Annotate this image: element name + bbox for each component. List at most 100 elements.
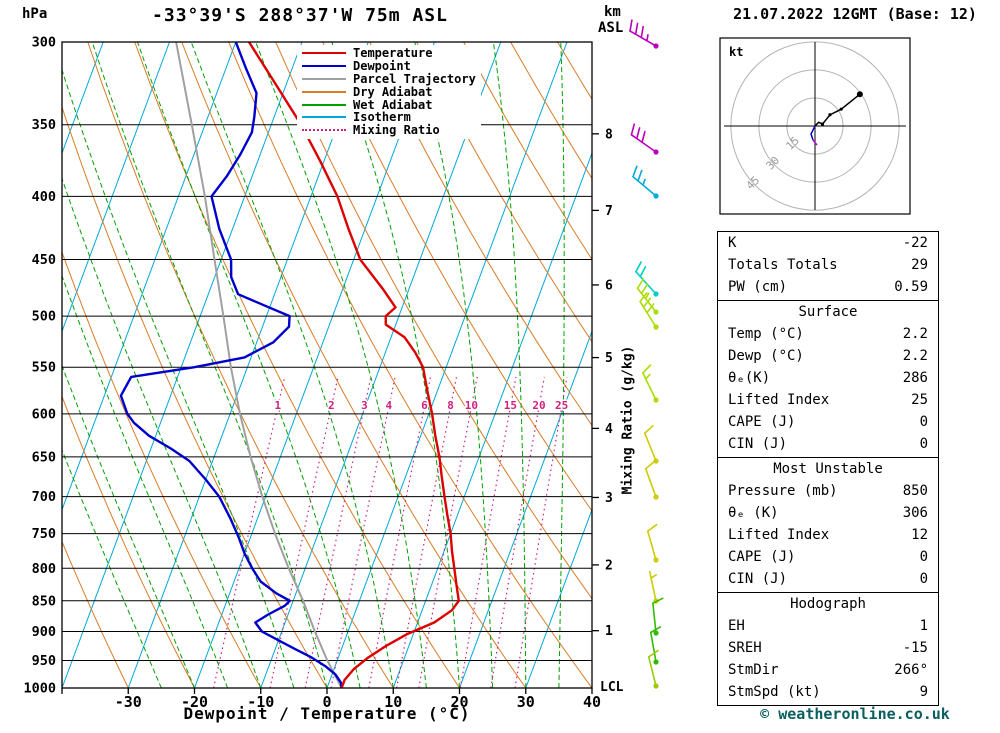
stats-section-title: Surface bbox=[798, 304, 858, 320]
x-axis-title: Dewpoint / Temperature (°C) bbox=[183, 704, 471, 723]
km-tick-label: 2 bbox=[605, 558, 613, 573]
dry-adiabat-line bbox=[62, 395, 195, 688]
legend-label: Dewpoint bbox=[353, 59, 411, 74]
legend-item: Temperature bbox=[302, 46, 476, 61]
stats-row-label: Lifted Index bbox=[728, 527, 830, 543]
legend-label: Temperature bbox=[353, 46, 433, 61]
stats-section-title: Hodograph bbox=[790, 596, 866, 612]
km-tick-label: 6 bbox=[605, 278, 613, 293]
stats-row: Lifted Index 25 bbox=[718, 389, 938, 411]
temp-tick-label: 20 bbox=[450, 693, 468, 711]
stats-row: PW (cm) 0.59 bbox=[718, 276, 938, 298]
pressure-tick-label: 1000 bbox=[23, 681, 56, 697]
stats-row-label: Pressure (mb) bbox=[728, 483, 838, 499]
mixing-ratio-line bbox=[418, 376, 478, 688]
wind-barb bbox=[649, 626, 662, 665]
temp-tick-label: -20 bbox=[181, 693, 208, 711]
temp-tick-label: -30 bbox=[115, 693, 142, 711]
temp-tick-label: -10 bbox=[247, 693, 274, 711]
lcl-label: LCL bbox=[600, 680, 624, 695]
stats-row: K -22 bbox=[718, 232, 938, 254]
pressure-tick-label: 400 bbox=[32, 189, 56, 205]
isotherm-line bbox=[260, 42, 502, 688]
dry-adiabat-line bbox=[181, 42, 527, 688]
legend-item: Dewpoint bbox=[302, 59, 476, 74]
wind-barb bbox=[647, 649, 659, 689]
dry-adiabat-line bbox=[416, 42, 592, 343]
hodograph-storm-dot bbox=[856, 91, 863, 98]
stats-row-value: 2.2 bbox=[902, 326, 928, 342]
wind-barb bbox=[629, 19, 659, 49]
dewpoint-curve bbox=[119, 42, 343, 688]
mixing-ratio-value-label: 3 bbox=[361, 399, 368, 412]
pressure-tick-label: 550 bbox=[32, 360, 56, 376]
stats-row: StmDir 266° bbox=[718, 659, 938, 681]
stats-row: Totals Totals 29 bbox=[718, 254, 938, 276]
stats-row-label: θₑ (K) bbox=[728, 505, 779, 521]
stats-row: CAPE (J) 0 bbox=[718, 411, 938, 433]
wind-barb bbox=[632, 165, 659, 199]
stats-row: CIN (J) 0 bbox=[718, 568, 938, 590]
stats-row: CAPE (J) 0 bbox=[718, 546, 938, 568]
km-tick-label: 3 bbox=[605, 491, 613, 506]
stats-row: SREH -15 bbox=[718, 637, 938, 659]
legend-swatch bbox=[302, 65, 346, 68]
mixing-ratio-value-label: 25 bbox=[555, 399, 568, 412]
mixing-ratio-value-label: 10 bbox=[465, 399, 478, 412]
mixing-ratio-value-label: 4 bbox=[386, 399, 393, 412]
isotherm-line bbox=[326, 42, 568, 688]
legend-item: Parcel Trajectory bbox=[302, 72, 476, 86]
hodograph-aux-segment bbox=[810, 125, 816, 141]
pressure-tick-label: 900 bbox=[32, 624, 56, 640]
stats-row-value: 266° bbox=[894, 662, 928, 678]
stats-table: K -22 Totals Totals 29 PW (cm) 0.59 Surface Tem… bbox=[717, 231, 939, 706]
legend-swatch bbox=[302, 52, 346, 55]
isotherm-line bbox=[194, 42, 435, 688]
mixing-ratio-line bbox=[459, 376, 517, 688]
isotherm-line bbox=[62, 42, 303, 688]
stats-row-value: 25 bbox=[911, 392, 928, 408]
pressure-tick-label: 300 bbox=[32, 35, 56, 51]
legend-item: Wet Adiabat bbox=[302, 98, 476, 112]
temp-tick-label: 0 bbox=[322, 693, 331, 711]
stats-row: EH 1 bbox=[718, 615, 938, 637]
stats-row-value: 1 bbox=[919, 618, 928, 634]
legend-swatch bbox=[302, 77, 346, 80]
stats-row-label: Temp (°C) bbox=[728, 326, 804, 342]
stats-row-value: 12 bbox=[911, 527, 928, 543]
stats-row-value: 2.2 bbox=[902, 348, 928, 364]
stats-row-label: K bbox=[728, 235, 737, 251]
stats-row-label: StmDir bbox=[728, 662, 779, 678]
stats-row-value: -22 bbox=[902, 235, 928, 251]
wind-barb bbox=[636, 278, 659, 315]
mixing-ratio-line bbox=[330, 376, 396, 688]
asl-axis-label: ASL bbox=[598, 20, 624, 36]
stats-row: θₑ (K) 306 bbox=[718, 502, 938, 524]
stats-section: Most Unstable Pressure (mb) 850 θₑ (K) 306 Li… bbox=[718, 457, 938, 592]
wind-barb bbox=[643, 425, 659, 464]
km-axis-label: km bbox=[604, 4, 621, 20]
stats-row-label: CIN (J) bbox=[728, 436, 788, 452]
pressure-tick-label: 700 bbox=[32, 489, 56, 505]
stats-row-label: PW (cm) bbox=[728, 279, 788, 295]
km-tick-label: 5 bbox=[605, 351, 613, 366]
mixing-ratio-line bbox=[514, 376, 568, 688]
stats-row-label: SREH bbox=[728, 640, 762, 656]
mixing-ratio-value-label: 15 bbox=[504, 399, 517, 412]
stats-row-value: -15 bbox=[902, 640, 928, 656]
wind-barb bbox=[648, 570, 659, 604]
wind-barb bbox=[639, 292, 659, 330]
pressure-tick-label: 800 bbox=[32, 561, 56, 577]
legend-label: Isotherm bbox=[353, 110, 411, 125]
mixing-ratio-value-label: 6 bbox=[421, 399, 428, 412]
stats-row-value: 286 bbox=[902, 370, 928, 386]
pressure-tick-label: 600 bbox=[32, 406, 56, 422]
stats-row-label: CAPE (J) bbox=[728, 549, 796, 565]
mixing-ratio-value-label: 2 bbox=[328, 399, 335, 412]
dry-adiabat-line bbox=[369, 42, 592, 427]
stats-row: CIN (J) 0 bbox=[718, 433, 938, 455]
pressure-tick-label: 650 bbox=[32, 449, 56, 465]
legend-item: Dry Adiabat bbox=[302, 85, 476, 99]
